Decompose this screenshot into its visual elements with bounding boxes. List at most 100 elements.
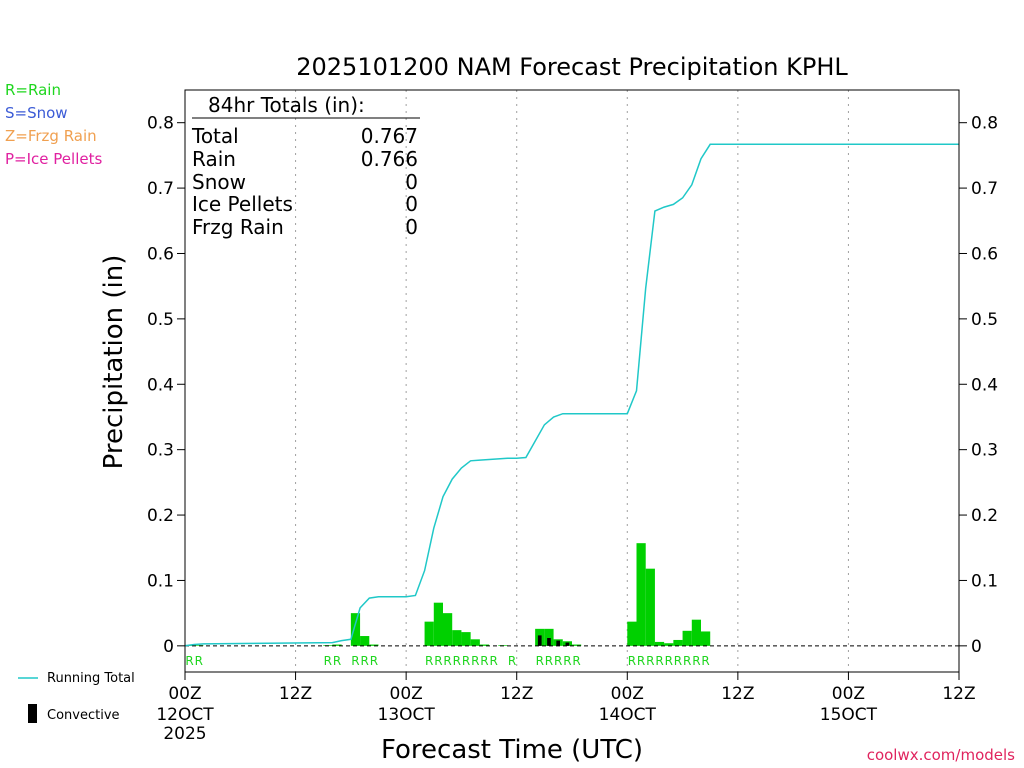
x-tick-label: 12Z [500,684,533,704]
convective-legend-label: Convective [47,708,120,723]
precip-type-label: R [683,654,691,668]
precip-bar [691,619,701,646]
totals-label-rain: Rain [192,147,236,171]
convective-bar [556,640,561,646]
precip-bar [452,630,462,646]
totals-value-snow: 0 [405,170,418,194]
precip-bar [673,639,683,646]
x-tick-date: 14OCT [599,705,657,725]
y-tick-label-left: 0.7 [147,179,174,199]
y-axis: 0 00.1 0.10.2 0.20.3 0.30.4 0.40.5 0.50.6 0.60.… [147,114,998,657]
precip-type-label: R [655,654,663,668]
precip-type-label: R [361,654,369,668]
precip-type-label: R [572,654,580,668]
credit-link[interactable]: coolwx.com/models [867,746,1015,764]
y-tick-label-right: 0.3 [971,441,998,461]
totals-header: 84hr Totals (in): [208,93,365,117]
precip-bar [461,632,471,646]
plot-frame [184,89,960,673]
precip-type-label: R [563,654,571,668]
totals-label-frzg-rain: Frzg Rain [192,215,284,239]
legend-frzg-rain: Z=Frzg Rain [5,127,97,145]
precip-bar [470,639,480,646]
totals-label-snow: Snow [192,170,246,194]
precip-bar [433,602,443,646]
precip-bar [572,644,582,646]
gridlines [295,90,849,672]
precip-bar [194,645,204,646]
y-tick-label-right: 0.7 [971,179,998,199]
precip-type-label: R [701,654,709,668]
precip-type-label: R [628,654,636,668]
x-tick-date: 13OCT [378,705,436,725]
precip-type-label: R [692,654,700,668]
precip-bar [645,568,655,646]
totals-value-frzg-rain: 0 [405,215,418,239]
x-tick-date: 15OCT [820,705,878,725]
precip-type-label: R [333,654,341,668]
y-tick-label-right: 0.6 [971,244,998,264]
x-tick-label: 12Z [279,684,312,704]
precip-bar [701,631,711,646]
x-tick-date: 12OCT [156,705,214,725]
precip-type-label: R [443,654,451,668]
convective-bar [565,642,570,646]
y-tick-label-right: 0 [971,637,982,657]
precip-type-label: R [665,654,673,668]
precip-type-label: R [545,654,553,668]
x-tick-label: 12Z [942,684,975,704]
precip-bar [636,543,646,646]
precip-bar [479,644,490,646]
running-total-legend-label: Running Total [47,671,135,686]
precip-bars [185,543,711,646]
precip-type-label: R [453,654,461,668]
totals-value-total: 0.767 [361,124,418,148]
y-tick-label-right: 0.5 [971,310,998,330]
y-tick-label-left: 0.1 [147,571,174,591]
running-total-line [184,143,959,647]
y-tick-label-left: 0.2 [147,506,174,526]
precip-type-label: R [480,654,488,668]
x-tick-label: 00Z [832,684,865,704]
y-tick-label-left: 0 [163,637,174,657]
precip-type-label: R [471,654,479,668]
totals-value-rain: 0.766 [361,147,418,171]
x-tick-label: 00Z [390,684,423,704]
x-tick-label: 00Z [168,684,201,704]
precip-bar [664,643,674,646]
precip-bar [332,644,342,646]
precip-bar [654,641,665,646]
y-axis-label: Precipitation (in) [99,255,129,470]
legend-rain: R=Rain [5,81,61,99]
x-tick-label: 12Z [721,684,754,704]
x-tick-year: 2025 [163,724,206,744]
precip-type-label: R [646,654,654,668]
totals-value-ice-pellets: 0 [405,192,418,216]
precip-bar [360,636,370,646]
precip-type-label: R [554,654,562,668]
precip-type-label: R [351,654,359,668]
y-tick-label-right: 0.2 [971,506,998,526]
precip-type-label: R [637,654,645,668]
precip-type-label: R [508,654,516,668]
precip-type-label: R [434,654,442,668]
y-tick-label-left: 0.4 [147,375,174,395]
convective-bar [537,635,542,646]
precip-bar [544,628,554,646]
series-legend: Running Total Convective [18,671,135,723]
precip-bar [443,613,453,646]
legend-snow: S=Snow [5,104,68,122]
y-tick-label-right: 0.1 [971,571,998,591]
precip-type-label: R [425,654,433,668]
precip-type-label: R [370,654,378,668]
precip-type-legend: R=Rain S=Snow Z=Frzg Rain P=Ice Pellets [5,81,102,168]
y-tick-label-right: 0.4 [971,375,998,395]
precip-bar [424,621,434,646]
x-tick-label: 00Z [611,684,644,704]
y-tick-label-left: 0.5 [147,310,174,330]
totals-label-ice-pellets: Ice Pellets [192,192,293,216]
precip-bar [627,621,637,646]
convective-bars [537,635,570,646]
